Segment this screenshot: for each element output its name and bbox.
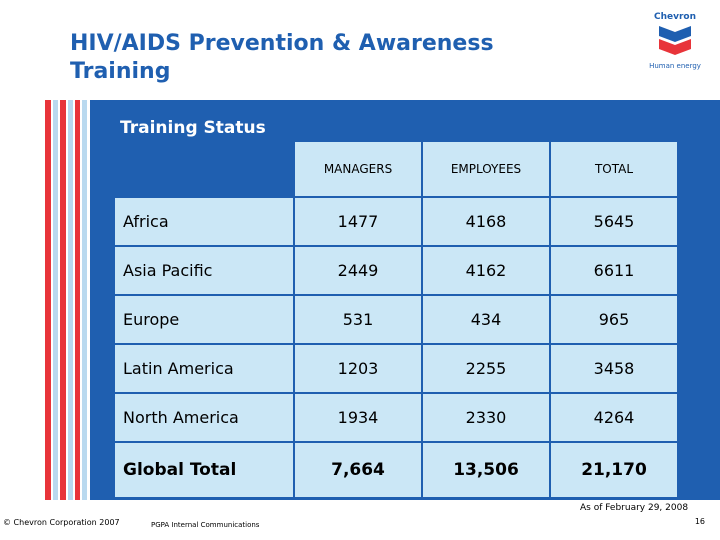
column-header-employees: EMPLOYEES bbox=[423, 142, 549, 196]
slide-title-line-1: HIV/AIDS Prevention & Awareness bbox=[70, 31, 494, 56]
managers-cell: 1477 bbox=[295, 198, 421, 245]
total-cell: 5645 bbox=[551, 198, 677, 245]
column-header-managers: MANAGERS bbox=[295, 142, 421, 196]
total-cell: 4264 bbox=[551, 394, 677, 441]
decorative-stripe bbox=[53, 100, 58, 500]
global-total-row: Global Total 7,664 13,506 21,170 bbox=[115, 443, 677, 497]
decorative-stripe bbox=[45, 100, 51, 500]
total-cell: 965 bbox=[551, 296, 677, 343]
managers-cell: 531 bbox=[295, 296, 421, 343]
employees-cell: 2255 bbox=[423, 345, 549, 392]
decorative-stripe bbox=[75, 100, 80, 500]
managers-cell: 1934 bbox=[295, 394, 421, 441]
training-status-table: MANAGERS EMPLOYEES TOTAL Africa 1477 416… bbox=[113, 140, 679, 499]
total-cell: 21,170 bbox=[551, 443, 677, 497]
slide-title-line-2: Training bbox=[70, 59, 171, 84]
table-row: North America 1934 2330 4264 bbox=[115, 394, 677, 441]
employees-cell: 4162 bbox=[423, 247, 549, 294]
slide-title: HIV/AIDS Prevention & Awareness Training bbox=[70, 30, 590, 86]
managers-cell: 7,664 bbox=[295, 443, 421, 497]
section-title: Training Status bbox=[120, 118, 266, 138]
table-row: Asia Pacific 2449 4162 6611 bbox=[115, 247, 677, 294]
region-cell: Latin America bbox=[115, 345, 293, 392]
employees-cell: 13,506 bbox=[423, 443, 549, 497]
total-cell: 3458 bbox=[551, 345, 677, 392]
region-cell: North America bbox=[115, 394, 293, 441]
decorative-stripe bbox=[60, 100, 66, 500]
employees-cell: 4168 bbox=[423, 198, 549, 245]
chevron-logo: Chevron Human energy bbox=[645, 12, 705, 72]
employees-cell: 434 bbox=[423, 296, 549, 343]
managers-cell: 2449 bbox=[295, 247, 421, 294]
logo-wordmark: Chevron bbox=[653, 12, 696, 22]
decorative-stripe bbox=[82, 100, 87, 500]
table-row: Africa 1477 4168 5645 bbox=[115, 198, 677, 245]
column-header-total: TOTAL bbox=[551, 142, 677, 196]
managers-cell: 1203 bbox=[295, 345, 421, 392]
region-cell: Asia Pacific bbox=[115, 247, 293, 294]
employees-cell: 2330 bbox=[423, 394, 549, 441]
copyright-text: © Chevron Corporation 2007 bbox=[3, 518, 120, 527]
region-cell: Africa bbox=[115, 198, 293, 245]
chevron-emblem-icon bbox=[659, 26, 691, 55]
region-cell: Europe bbox=[115, 296, 293, 343]
table-row: Latin America 1203 2255 3458 bbox=[115, 345, 677, 392]
page-number: 16 bbox=[694, 517, 705, 526]
header-corner-cell bbox=[115, 142, 293, 196]
as-of-date: As of February 29, 2008 bbox=[580, 503, 689, 513]
logo-tagline: Human energy bbox=[649, 62, 701, 70]
table-row: Europe 531 434 965 bbox=[115, 296, 677, 343]
total-cell: 6611 bbox=[551, 247, 677, 294]
decorative-stripe bbox=[68, 100, 73, 500]
department-text: PGPA Internal Communications bbox=[151, 521, 260, 529]
table-header-row: MANAGERS EMPLOYEES TOTAL bbox=[115, 142, 677, 196]
region-cell: Global Total bbox=[115, 443, 293, 497]
